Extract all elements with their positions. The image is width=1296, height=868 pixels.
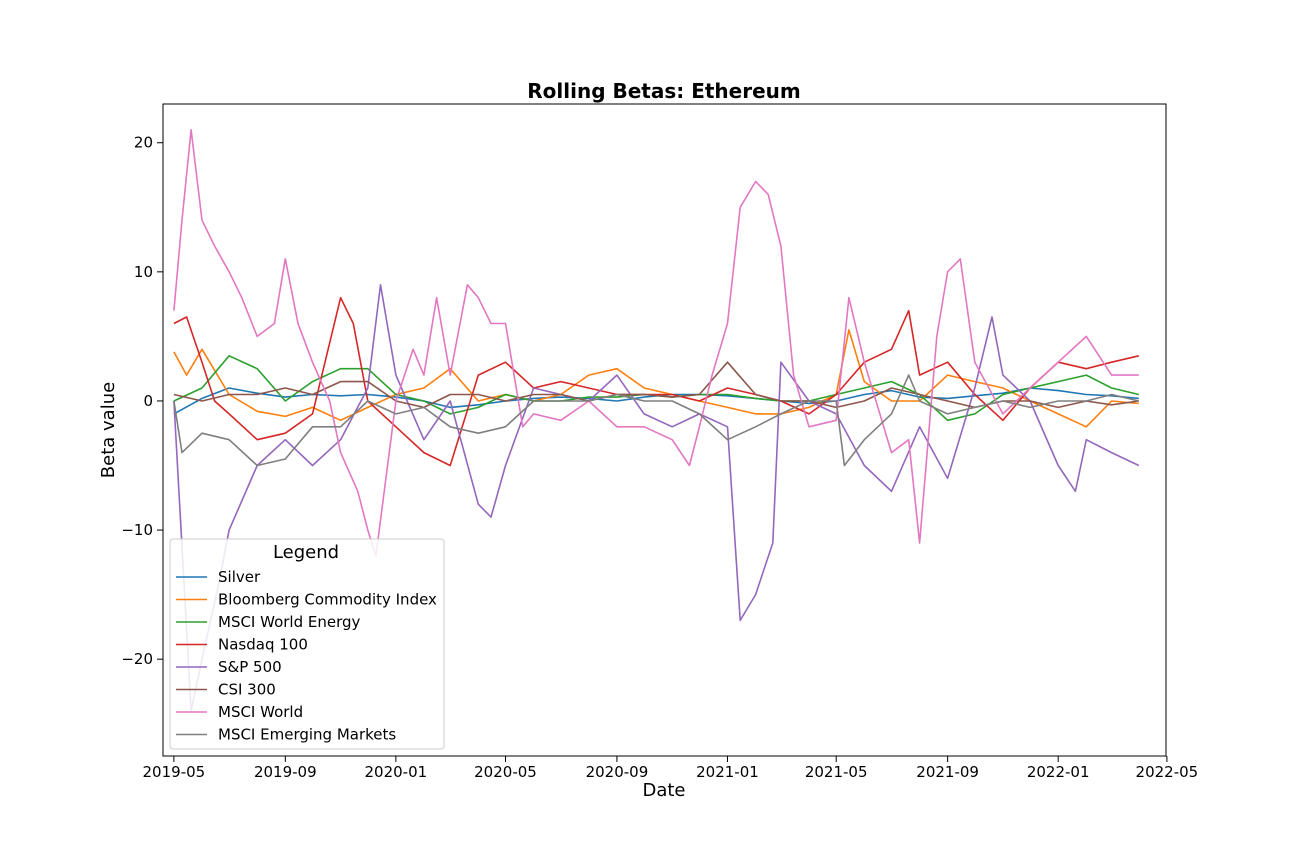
y-tick-label: 20 xyxy=(134,134,153,152)
legend-label: Nasdaq 100 xyxy=(218,636,308,654)
y-tick-label: 0 xyxy=(143,392,153,410)
legend-label: MSCI World Energy xyxy=(218,613,361,631)
series-line-msci-emerging-markets xyxy=(173,374,1139,467)
x-tick-label: 2019-09 xyxy=(254,763,317,781)
x-axis-label: Date xyxy=(642,780,685,801)
chart-title: Rolling Betas: Ethereum xyxy=(527,79,801,103)
plot-area-frame xyxy=(162,103,1167,757)
series-line-bloomberg-commodity-index xyxy=(173,329,1139,428)
series-layer xyxy=(173,129,1140,712)
legend-label: Silver xyxy=(218,568,261,586)
legend: Legend Silver Bloomberg Commodity Index MS… xyxy=(169,538,445,750)
x-tick-label: 2021-01 xyxy=(696,763,759,781)
legend-box xyxy=(169,538,445,750)
y-tick-label: −20 xyxy=(121,650,153,668)
legend-label: CSI 300 xyxy=(218,681,276,699)
x-tick-label: 2020-09 xyxy=(586,763,649,781)
x-tick-label: 2021-05 xyxy=(805,763,868,781)
x-tick-label: 2021-09 xyxy=(916,763,979,781)
x-tick-label: 2019-05 xyxy=(143,763,206,781)
y-axis: −20 −10 0 10 20 xyxy=(121,134,163,668)
x-tick-label: 2020-01 xyxy=(365,763,428,781)
x-tick-label: 2020-05 xyxy=(474,763,537,781)
legend-label: Bloomberg Commodity Index xyxy=(218,591,437,609)
y-tick-label: 10 xyxy=(134,263,153,281)
y-tick-label: −10 xyxy=(121,521,153,539)
series-line-s-p-500 xyxy=(173,283,1140,712)
x-axis: 2019-05 2019-09 2020-01 2020-05 2020-09 2021-… xyxy=(143,756,1199,781)
legend-label: MSCI World xyxy=(218,703,303,721)
x-tick-label: 2022-01 xyxy=(1027,763,1090,781)
legend-label: MSCI Emerging Markets xyxy=(218,726,396,744)
y-axis-label: Beta value xyxy=(98,382,119,478)
legend-items: Silver Bloomberg Commodity Index MSCI Worl… xyxy=(176,568,437,744)
legend-label: S&P 500 xyxy=(218,658,282,676)
legend-title: Legend xyxy=(273,542,339,563)
x-tick-label: 2022-05 xyxy=(1136,763,1199,781)
